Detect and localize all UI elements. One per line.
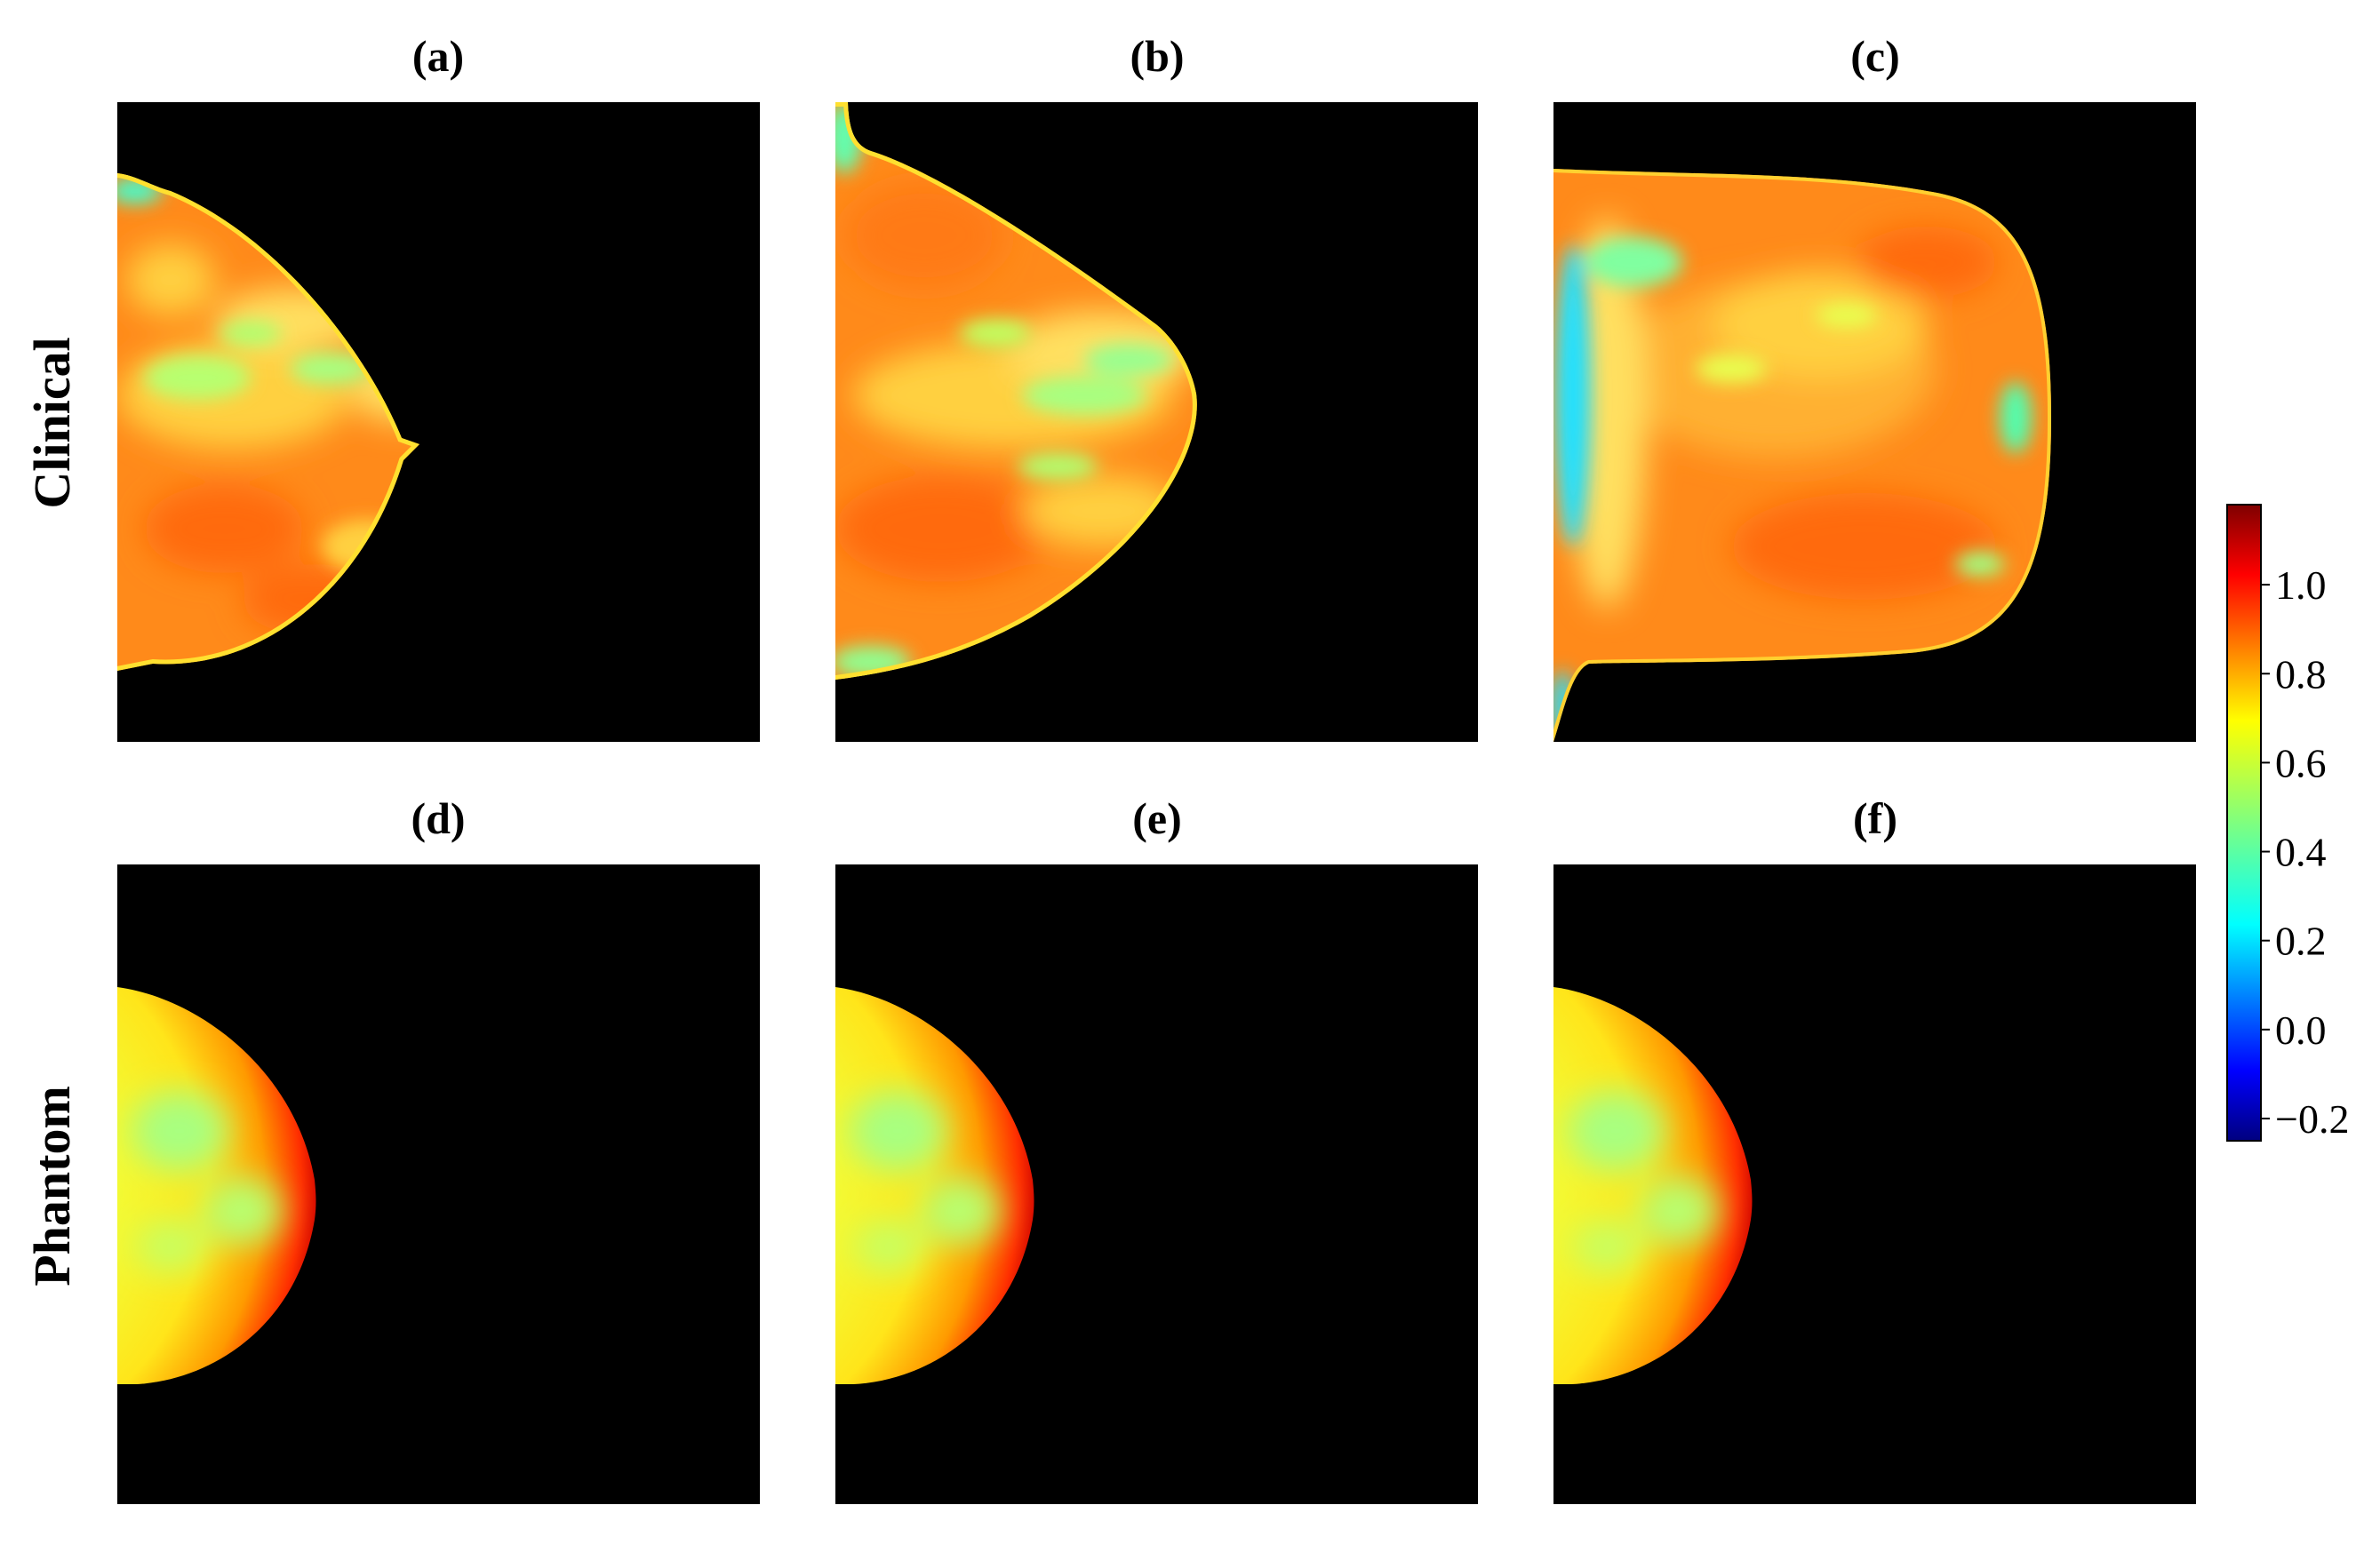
panel-title-f: (f) [1853, 793, 1897, 843]
panel-a [117, 102, 760, 742]
panel-c [1553, 102, 2196, 742]
panel-e [835, 864, 1478, 1504]
colorbar-tick-label: 0.0 [2275, 1007, 2327, 1053]
panel-title-d: (d) [411, 793, 465, 843]
panel-b [835, 102, 1478, 742]
panel-title-e: (e) [1132, 793, 1182, 843]
colorbar-tick-label: 0.8 [2275, 651, 2327, 697]
panel-title-a: (a) [412, 31, 464, 81]
panel-title-c: (c) [1850, 31, 1900, 81]
row-label-phantom: Phantom [23, 1086, 81, 1286]
colorbar-ticks: −0.2 0.0 0.2 0.4 0.6 0.8 1.0 [2261, 562, 2349, 1142]
colorbar-tick-label: 1.0 [2275, 562, 2327, 608]
panel-c-image [1553, 169, 2051, 742]
colorbar-tick-label: −0.2 [2275, 1096, 2349, 1142]
panel-f [1553, 864, 2196, 1504]
colorbar: −0.2 0.0 0.2 0.4 0.6 0.8 1.0 [2226, 504, 2349, 1142]
colorbar-gradient [2226, 504, 2262, 1142]
panel-title-b: (b) [1130, 31, 1184, 81]
colorbar-tick-label: 0.2 [2275, 919, 2327, 964]
colorbar-tick-label: 0.4 [2275, 830, 2327, 875]
row-label-clinical: Clinical [23, 337, 81, 508]
colorbar-tick-label: 0.6 [2275, 740, 2327, 785]
panel-d [117, 864, 760, 1504]
